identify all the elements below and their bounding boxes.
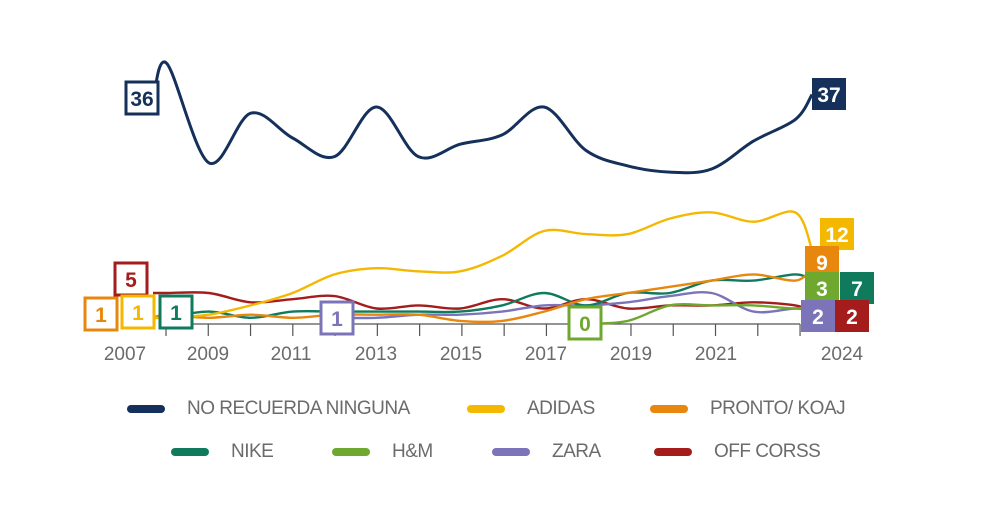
series-line-nike: [166, 273, 813, 320]
end-label: 12: [825, 224, 848, 247]
start-label: 5: [125, 269, 137, 292]
start-label-box: [113, 261, 149, 297]
start-label-box: [83, 296, 119, 332]
legend-item-hm: H&M: [332, 441, 433, 463]
end-label-box: [805, 272, 839, 304]
start-label: 1: [331, 308, 343, 331]
x-axis: 2007 2009 2011 2013 2015 2017 2019 2021 2024: [104, 323, 864, 365]
legend-item-adidas: ADIDAS: [467, 398, 595, 420]
legend-swatch: [467, 405, 505, 413]
legend-item-zara: ZARA: [492, 441, 601, 463]
start-label-box: [319, 300, 355, 336]
x-tick-label: 2013: [355, 344, 397, 365]
legend-swatch: [650, 405, 688, 413]
x-tick-label: 2019: [610, 344, 652, 365]
series-line-h-m: [585, 303, 813, 326]
legend-swatch: [654, 448, 692, 456]
start-label: 0: [579, 313, 591, 336]
legend-label: NIKE: [231, 441, 274, 462]
end-label: 7: [851, 278, 863, 301]
line-chart: 2007 2009 2011 2013 2015 2017 2019 2021 2024 151…: [83, 60, 874, 365]
end-label-box: [801, 300, 835, 332]
legend-swatch: [127, 405, 165, 413]
end-label-box: [820, 218, 854, 250]
x-tick-label: 2009: [187, 344, 229, 365]
legend-swatch: [492, 448, 530, 456]
start-label-box: [124, 80, 160, 116]
legend-label: NO RECUERDA NINGUNA: [187, 398, 410, 419]
legend-label: H&M: [392, 441, 433, 462]
end-label: 37: [817, 84, 840, 107]
x-tick-label: 2017: [525, 344, 567, 365]
start-label: 1: [95, 304, 107, 327]
legend-item-off-corss: OFF CORSS: [654, 441, 821, 463]
series-line-pronto-koaj: [152, 267, 813, 324]
legend-label: ADIDAS: [527, 398, 595, 419]
end-label-box: [840, 272, 874, 304]
series-line-no-recuerda-ninguna: [151, 60, 814, 175]
x-tick-label: 2024: [821, 344, 864, 365]
legend-swatch: [171, 448, 209, 456]
x-tick-label: 2007: [104, 344, 146, 365]
legend-item-no-recuerda: NO RECUERDA NINGUNA: [127, 398, 410, 420]
start-label-box: [120, 294, 156, 330]
legend-label: PRONTO/ KOAJ: [710, 398, 846, 419]
x-tick-label: 2011: [271, 344, 312, 365]
end-label: 2: [846, 306, 858, 329]
legend-item-nike: NIKE: [171, 441, 274, 463]
legend-item-pronto-koaj: PRONTO/ KOAJ: [650, 398, 846, 420]
series-lines: [151, 60, 814, 326]
start-label: 1: [170, 302, 182, 325]
end-label-box: [835, 300, 869, 332]
start-label-box: [567, 305, 603, 341]
legend-swatch: [332, 448, 370, 456]
x-tick-label: 2021: [695, 344, 737, 365]
start-label: 1: [132, 302, 144, 325]
start-label-box: [158, 294, 194, 330]
legend-label: ZARA: [552, 441, 601, 462]
series-line-adidas: [152, 210, 814, 320]
x-tick-label: 2015: [440, 344, 482, 365]
end-label: 2: [812, 306, 824, 329]
legend-label: OFF CORSS: [714, 441, 821, 462]
end-label: 9: [816, 252, 828, 275]
start-label: 36: [130, 88, 153, 111]
end-label-box: [812, 78, 846, 110]
end-label: 3: [816, 278, 828, 301]
